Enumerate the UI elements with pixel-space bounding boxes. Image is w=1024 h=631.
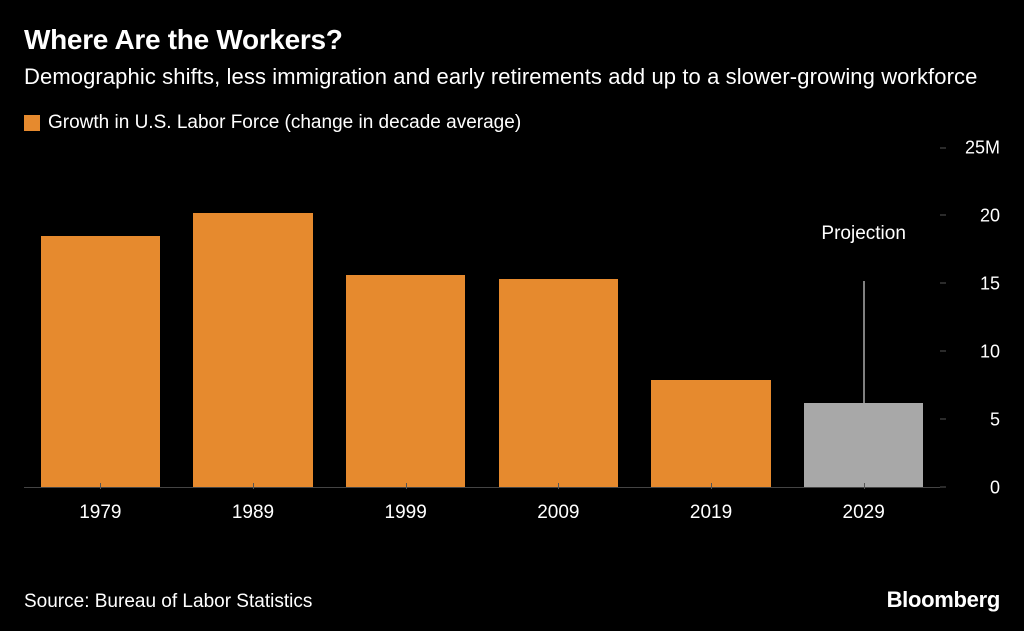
bar xyxy=(804,403,923,487)
legend-label: Growth in U.S. Labor Force (change in de… xyxy=(48,112,521,134)
x-axis-label: 1979 xyxy=(24,492,177,528)
x-axis-label: 2009 xyxy=(482,492,635,528)
x-axis-label: 1989 xyxy=(177,492,330,528)
y-axis: 0510152025M xyxy=(944,148,1000,488)
y-axis-label: 5 xyxy=(944,409,1000,430)
bar-slot xyxy=(329,148,482,487)
x-axis-label: 1999 xyxy=(329,492,482,528)
bar xyxy=(346,275,465,487)
y-tick xyxy=(940,486,946,487)
y-axis-label: 10 xyxy=(944,341,1000,362)
chart-container: Where Are the Workers? Demographic shift… xyxy=(0,0,1024,631)
y-tick xyxy=(940,418,946,419)
x-tick xyxy=(864,483,865,489)
x-tick xyxy=(406,483,407,489)
y-tick xyxy=(940,283,946,284)
x-tick xyxy=(558,483,559,489)
chart-title: Where Are the Workers? xyxy=(24,24,1000,56)
y-axis-label: 25M xyxy=(944,137,1000,158)
bar-slot xyxy=(24,148,177,487)
y-tick xyxy=(940,351,946,352)
legend-swatch xyxy=(24,115,40,131)
projection-annotation-label: Projection xyxy=(821,223,906,245)
projection-annotation-line xyxy=(863,281,864,403)
y-tick xyxy=(940,147,946,148)
chart-footer: Source: Bureau of Labor Statistics Bloom… xyxy=(24,587,1000,613)
y-tick xyxy=(940,215,946,216)
y-axis-label: 15 xyxy=(944,273,1000,294)
bar xyxy=(193,213,312,487)
chart-area: Projection 0510152025M 19791989199920092… xyxy=(24,148,1000,528)
x-axis-label: 2029 xyxy=(787,492,940,528)
bar xyxy=(499,279,618,486)
plot-area: Projection xyxy=(24,148,940,488)
bar xyxy=(41,236,160,487)
x-axis-label: 2019 xyxy=(635,492,788,528)
x-tick xyxy=(100,483,101,489)
chart-subtitle: Demographic shifts, less immigration and… xyxy=(24,62,1000,92)
bars-group xyxy=(24,148,940,487)
y-axis-label: 0 xyxy=(944,477,1000,498)
bar xyxy=(651,380,770,487)
bar-slot xyxy=(635,148,788,487)
legend: Growth in U.S. Labor Force (change in de… xyxy=(24,112,1000,134)
bar-slot xyxy=(177,148,330,487)
x-tick xyxy=(711,483,712,489)
brand-text: Bloomberg xyxy=(887,587,1000,613)
x-tick xyxy=(253,483,254,489)
bar-slot xyxy=(482,148,635,487)
source-text: Source: Bureau of Labor Statistics xyxy=(24,591,312,613)
x-axis: 197919891999200920192029 xyxy=(24,492,940,528)
y-axis-label: 20 xyxy=(944,205,1000,226)
